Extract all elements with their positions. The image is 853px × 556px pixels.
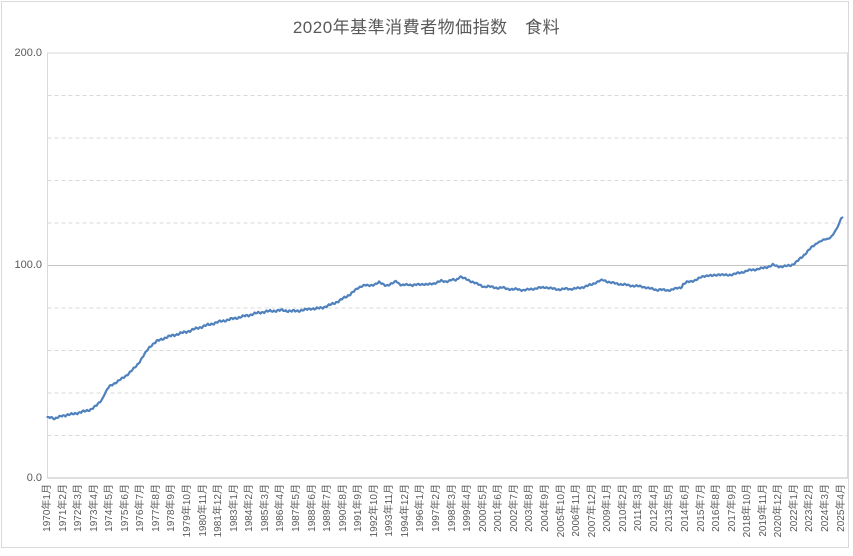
x-axis-tick-label: 1989年7月 xyxy=(322,484,334,532)
x-axis-tick-label: 2003年8月 xyxy=(524,484,536,532)
x-axis-tick-label: 1979年10月 xyxy=(182,484,194,538)
x-axis-tick-label: 1981年12月 xyxy=(213,484,225,538)
x-axis-tick-label: 2010年2月 xyxy=(617,484,629,532)
x-axis-tick-label: 1997年2月 xyxy=(431,484,443,532)
x-axis-tick-label: 2022年1月 xyxy=(788,484,800,532)
y-axis-tick-label: 200.0 xyxy=(14,46,42,59)
x-axis-tick-label: 2020年12月 xyxy=(773,484,785,538)
x-axis-tick-label: 2009年1月 xyxy=(602,484,614,532)
x-axis-tick-label: 2014年6月 xyxy=(680,484,691,532)
x-axis-tick-label: 2007年12月 xyxy=(586,484,598,538)
x-axis-tick-label: 1984年2月 xyxy=(244,484,256,532)
x-axis-tick-label: 2024年3月 xyxy=(820,484,832,532)
x-axis-tick-label: 1972年3月 xyxy=(73,484,85,532)
x-axis-tick-label: 1978年9月 xyxy=(166,484,178,532)
x-axis-tick-label: 2019年11月 xyxy=(757,484,769,537)
x-axis-tick-label: 2016年8月 xyxy=(711,484,723,532)
x-axis-tick-label: 2000年5月 xyxy=(477,484,489,532)
x-axis-tick-label: 2005年10月 xyxy=(555,484,567,538)
x-axis-tick-label: 1975年6月 xyxy=(119,484,131,532)
x-axis-tick-label: 1980年11月 xyxy=(197,484,209,537)
x-axis-tick-label: 1985年3月 xyxy=(259,484,271,532)
x-axis-tick-label: 1992年10月 xyxy=(368,484,380,538)
x-axis-tick-label: 2015年7月 xyxy=(695,484,707,532)
x-axis-tick-label: 1983年1月 xyxy=(228,484,240,532)
chart-title: 2020年基準消費者物価指数 食料 xyxy=(292,18,561,37)
x-axis-tick-label: 1974年5月 xyxy=(104,484,116,532)
x-axis-tick-label: 2017年9月 xyxy=(726,484,738,532)
x-axis-tick-label: 1991年9月 xyxy=(353,484,365,532)
x-axis-tick-label: 1998年3月 xyxy=(446,484,458,532)
x-axis-tick-label: 1977年8月 xyxy=(150,484,162,532)
x-axis-tick-label: 1990年8月 xyxy=(337,484,349,532)
x-axis-tick-label: 2023年2月 xyxy=(804,484,816,532)
x-axis-tick-label: 1996年1月 xyxy=(415,484,427,532)
x-axis-tick-label: 1994年12月 xyxy=(399,484,411,538)
x-axis-tick-label: 1987年5月 xyxy=(290,484,302,532)
x-axis-tick-label: 1976年7月 xyxy=(135,484,147,532)
x-axis-tick-label: 2006年11月 xyxy=(571,484,583,537)
x-axis-tick-label: 1971年2月 xyxy=(57,484,69,532)
x-axis-tick-label: 2001年6月 xyxy=(493,484,505,532)
y-axis-tick-label: 0.0 xyxy=(26,471,42,484)
x-axis-tick-label: 2011年3月 xyxy=(633,484,645,532)
x-axis-tick-label: 1986年4月 xyxy=(275,484,287,532)
x-axis-tick-label: 2018年10月 xyxy=(742,484,754,538)
x-axis-tick-label: 1999年4月 xyxy=(462,484,474,532)
y-axis-tick-label: 100.0 xyxy=(14,259,42,271)
x-axis-tick-label: 2002年7月 xyxy=(508,484,520,532)
x-axis-tick-label: 1973年4月 xyxy=(88,484,100,532)
x-axis-tick-label: 1993年11月 xyxy=(384,484,396,537)
x-axis-tick-label: 1988年6月 xyxy=(306,484,318,532)
cpi-food-line xyxy=(46,216,844,421)
x-axis-tick-label: 2004年9月 xyxy=(539,484,551,532)
x-axis-tick-label: 2012年4月 xyxy=(648,484,660,532)
x-axis-tick-label: 1970年1月 xyxy=(42,484,53,532)
x-axis-tick-label: 2013年5月 xyxy=(664,484,676,532)
x-axis-tick-label: 2025年4月 xyxy=(835,484,847,532)
